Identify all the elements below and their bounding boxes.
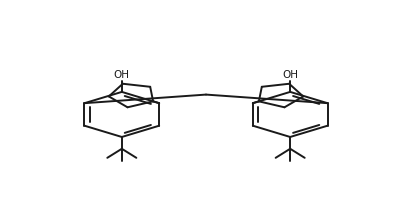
Text: OH: OH xyxy=(282,70,298,80)
Text: OH: OH xyxy=(114,70,130,80)
